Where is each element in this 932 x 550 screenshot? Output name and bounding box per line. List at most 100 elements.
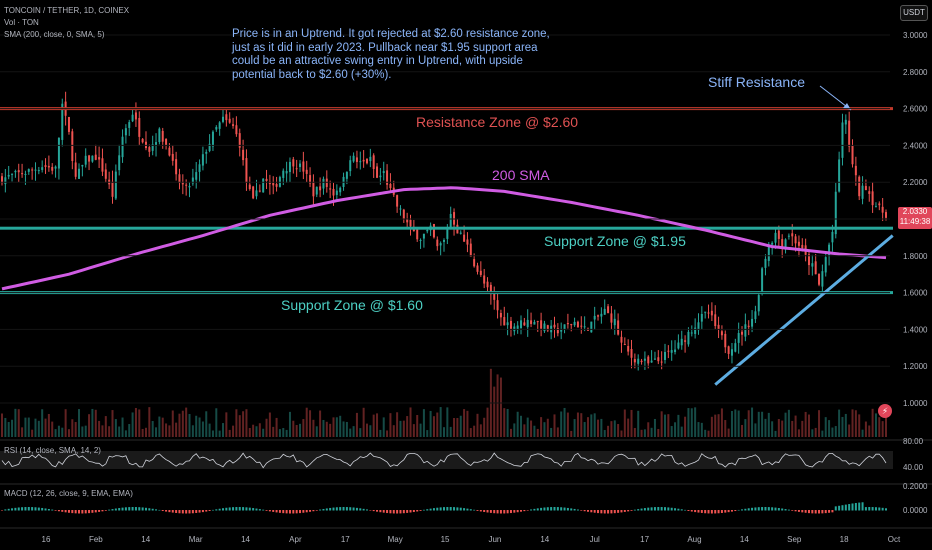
candle-body (312, 181, 315, 197)
candle-body (181, 182, 184, 185)
volume-bar (218, 430, 221, 437)
macd-histogram-bar (81, 510, 84, 514)
candle-body (141, 138, 144, 143)
candle-body (777, 230, 780, 239)
candle-body (821, 271, 824, 287)
macd-histogram-bar (171, 510, 174, 513)
macd-histogram-bar (416, 510, 419, 512)
alert-icon[interactable]: ⚡ (878, 404, 892, 418)
macd-histogram-bar (7, 508, 10, 511)
volume-bar (215, 408, 218, 437)
symbol-legend: TONCOIN / TETHER, 1D, COINEX (4, 6, 130, 15)
macd-histogram-bar (493, 510, 496, 514)
macd-histogram-bar (627, 510, 630, 512)
volume-bar (342, 421, 345, 437)
macd-tick: 0.0000 (903, 506, 928, 515)
candle-body (489, 284, 492, 295)
candle-body (21, 173, 24, 175)
macd-histogram-bar (664, 507, 666, 511)
candle-body (710, 310, 713, 316)
macd-histogram-bar (278, 510, 281, 513)
macd-histogram-bar (530, 509, 533, 511)
volume-bar (801, 420, 804, 437)
volume-bar (486, 407, 489, 437)
macd-histogram-bar (459, 507, 462, 511)
candle-body (432, 223, 435, 238)
macd-histogram-bar (777, 508, 780, 511)
volume-bar (781, 420, 784, 437)
macd-histogram-bar (787, 509, 790, 511)
macd-histogram-bar (44, 508, 47, 511)
candle-body (359, 161, 362, 163)
candle-body (232, 124, 235, 126)
macd-histogram-bar (838, 505, 841, 511)
candle-body (784, 239, 787, 249)
volume-bar (225, 412, 228, 437)
candle-body (44, 165, 47, 167)
candle-body (791, 233, 794, 237)
volume-bar (416, 415, 419, 437)
volume-bar (617, 424, 620, 437)
macd-histogram-bar (620, 510, 623, 513)
volume-bar (680, 426, 683, 437)
macd-histogram-bar (121, 507, 124, 511)
candle-body (761, 268, 764, 293)
candle-body (590, 321, 593, 333)
volume-bar (278, 429, 281, 437)
volume-bar (466, 410, 469, 437)
candle-body (881, 206, 884, 213)
volume-bar (597, 419, 600, 437)
candle-body (597, 315, 600, 317)
candle-body (540, 320, 543, 329)
volume-bar (78, 409, 81, 437)
macd-histogram-bar (252, 508, 255, 511)
candle-body (185, 184, 188, 186)
macd-histogram-bar (158, 509, 161, 511)
volume-bar (593, 413, 596, 437)
volume-bar (195, 415, 198, 437)
candle-body (228, 118, 231, 123)
candle-body (553, 324, 556, 328)
macd-histogram-bar (697, 510, 700, 513)
candle-body (406, 218, 409, 223)
macd-histogram-bar (34, 507, 37, 511)
time-tick: 17 (640, 535, 649, 544)
macd-histogram-bar (520, 510, 523, 512)
candle-body (349, 160, 352, 172)
candle-body (818, 273, 821, 285)
time-tick: 14 (740, 535, 749, 544)
volume-bar (409, 407, 412, 437)
macd-tick: 0.2000 (903, 482, 928, 491)
macd-histogram-bar (456, 507, 459, 511)
macd-histogram-bar (640, 508, 643, 511)
volume-bar (432, 416, 435, 437)
macd-histogram-bar (446, 507, 449, 511)
candle-body (242, 149, 245, 161)
candle-body (201, 154, 204, 166)
macd-histogram-bar (178, 510, 181, 514)
macd-histogram-bar (312, 510, 315, 512)
candle-body (797, 241, 800, 246)
volume-bar (707, 430, 710, 437)
candle-body (402, 209, 405, 219)
volume-bar (580, 413, 583, 437)
candle-body (771, 242, 774, 245)
candle-body (563, 324, 566, 330)
macd-histogram-bar (486, 510, 489, 513)
macd-histogram-bar (148, 508, 151, 511)
volume-bar (794, 415, 797, 437)
candle-body (878, 203, 881, 206)
volume-bar (647, 422, 650, 437)
candle-body (238, 133, 241, 148)
volume-bar (57, 425, 60, 437)
currency-badge[interactable]: USDT (900, 5, 928, 21)
candle-body (720, 331, 723, 336)
macd-histogram-bar (402, 510, 405, 514)
volume-bar (396, 412, 399, 437)
volume-bar (98, 420, 101, 437)
macd-histogram-bar (165, 510, 168, 512)
volume-bar (205, 411, 208, 437)
macd-histogram-bar (653, 507, 656, 511)
macd-histogram-bar (807, 510, 810, 514)
